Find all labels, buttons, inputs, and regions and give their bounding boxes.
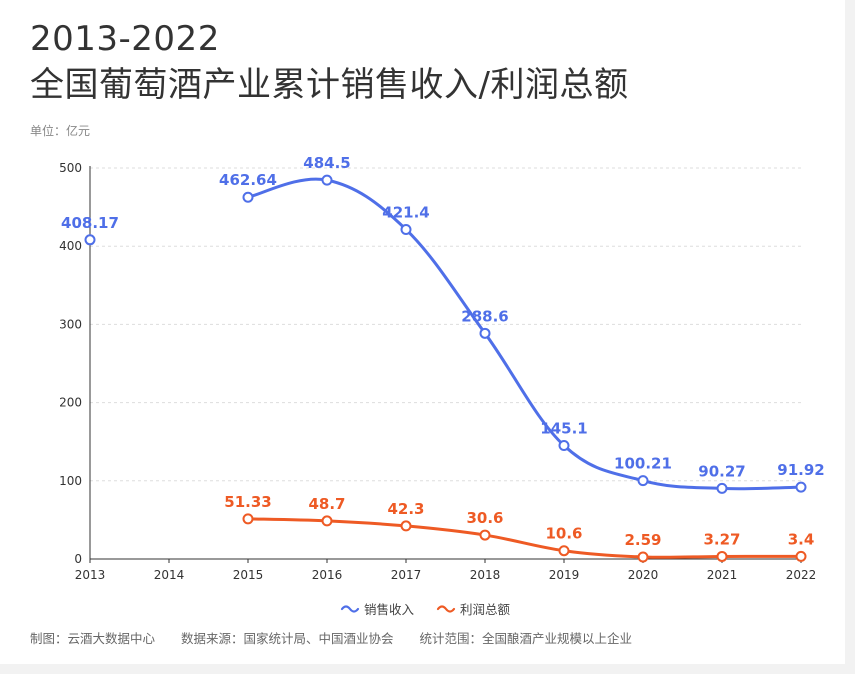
x-tick-label: 2018 bbox=[470, 568, 501, 582]
x-tick-label: 2017 bbox=[391, 568, 422, 582]
profit-legend-swatch bbox=[436, 605, 456, 613]
footer-source: 数据来源：国家统计局、中国酒业协会 bbox=[181, 631, 394, 646]
y-tick-label: 400 bbox=[59, 239, 82, 253]
title-main: 全国葡萄酒产业累计销售收入/利润总额 bbox=[30, 65, 629, 105]
chart-title: 2013-2022 全国葡萄酒产业累计销售收入/利润总额 bbox=[30, 16, 628, 108]
revenue-data-label: 90.27 bbox=[698, 462, 745, 480]
profit-data-label: 3.27 bbox=[703, 530, 740, 548]
revenue-point bbox=[479, 327, 491, 339]
revenue-legend-swatch bbox=[340, 605, 360, 613]
profit-point bbox=[400, 520, 412, 532]
revenue-data-label: 145.1 bbox=[540, 420, 587, 438]
line-chart: 0 100 200 300 400 500 2013 2014 2015 2016 2017 2018… bbox=[59, 154, 825, 617]
profit-point bbox=[716, 550, 728, 562]
x-tick-label: 2021 bbox=[707, 568, 738, 582]
profit-point bbox=[795, 550, 807, 562]
x-tick-label: 2020 bbox=[628, 568, 659, 582]
x-tick-label: 2015 bbox=[233, 568, 264, 582]
revenue-data-label: 100.21 bbox=[614, 455, 672, 473]
y-tick-label: 300 bbox=[59, 317, 82, 331]
profit-data-label: 3.4 bbox=[788, 530, 815, 548]
revenue-data-label: 462.64 bbox=[219, 171, 277, 189]
revenue-point bbox=[242, 191, 254, 203]
title-years: 2013-2022 bbox=[30, 19, 220, 59]
revenue-point bbox=[795, 481, 807, 493]
footer: 制图：云酒大数据中心 数据来源：国家统计局、中国酒业协会 统计范围：全国酿酒产业… bbox=[30, 628, 654, 647]
footer-maker: 制图：云酒大数据中心 bbox=[30, 631, 156, 646]
revenue-point bbox=[558, 440, 570, 452]
x-tick-label: 2019 bbox=[549, 568, 580, 582]
x-tick-label: 2016 bbox=[312, 568, 343, 582]
profit-data-label: 42.3 bbox=[387, 500, 424, 518]
profit-legend-label: 利润总额 bbox=[460, 602, 511, 617]
revenue-point bbox=[400, 223, 412, 235]
footer-scope: 统计范围：全国酿酒产业规模以上企业 bbox=[419, 631, 633, 646]
revenue-data-label: 91.92 bbox=[777, 461, 824, 479]
revenue-data-label: 408.17 bbox=[61, 214, 119, 232]
unit-label: 单位：亿元 bbox=[30, 124, 91, 138]
y-tick-label: 100 bbox=[59, 474, 82, 488]
revenue-data-label: 288.6 bbox=[461, 307, 508, 325]
revenue-point bbox=[716, 482, 728, 494]
profit-data-label: 48.7 bbox=[308, 495, 345, 513]
profit-point bbox=[242, 513, 254, 525]
x-tick-label: 2014 bbox=[154, 568, 185, 582]
x-tick-label: 2013 bbox=[75, 568, 106, 582]
revenue-point bbox=[84, 234, 96, 246]
profit-point bbox=[321, 515, 333, 527]
profit-data-label: 51.33 bbox=[224, 493, 271, 511]
x-tick-label: 2022 bbox=[786, 568, 817, 582]
profit-data-label: 10.6 bbox=[545, 525, 582, 543]
revenue-data-label: 484.5 bbox=[303, 154, 350, 172]
profit-data-label: 30.6 bbox=[466, 509, 503, 527]
y-tick-label: 500 bbox=[59, 161, 82, 175]
profit-point bbox=[558, 545, 570, 557]
revenue-line bbox=[246, 177, 803, 491]
y-tick-label: 0 bbox=[74, 552, 82, 566]
profit-point bbox=[637, 551, 649, 563]
chart-card: 2013-2022 全国葡萄酒产业累计销售收入/利润总额 单位：亿元 0 100 2… bbox=[0, 0, 845, 664]
y-tick-label: 200 bbox=[59, 396, 82, 410]
revenue-data-label: 421.4 bbox=[382, 203, 429, 221]
profit-point bbox=[479, 529, 491, 541]
profit-data-label: 2.59 bbox=[624, 531, 661, 549]
profit-line bbox=[246, 517, 803, 559]
revenue-point bbox=[321, 174, 333, 186]
revenue-point bbox=[637, 475, 649, 487]
revenue-legend-label: 销售收入 bbox=[364, 602, 415, 617]
